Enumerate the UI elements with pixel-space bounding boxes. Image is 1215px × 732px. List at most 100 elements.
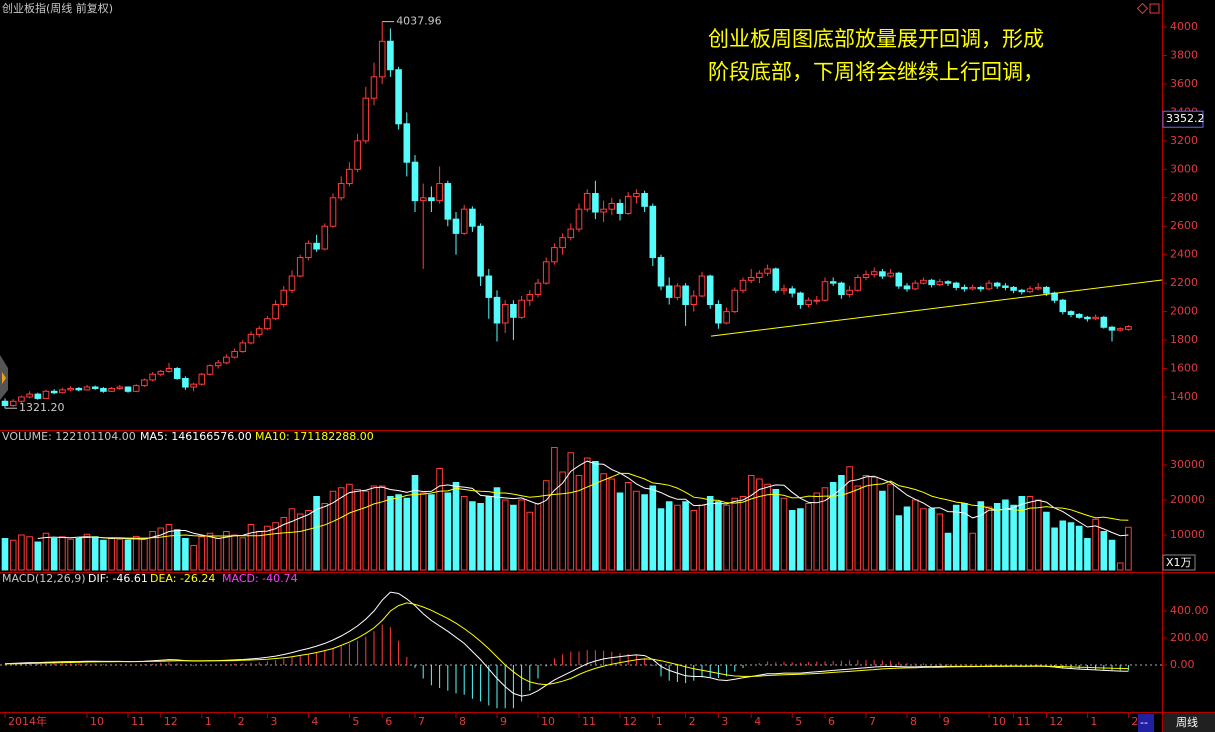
candle-body bbox=[911, 282, 919, 290]
candle-body bbox=[1100, 316, 1108, 328]
volume-bar bbox=[100, 539, 107, 571]
y-tick-label: 1600 bbox=[1170, 362, 1198, 375]
volume-bar bbox=[329, 490, 337, 571]
candle-body bbox=[846, 289, 853, 296]
volume-bar bbox=[1116, 562, 1124, 571]
candle-body bbox=[936, 281, 944, 286]
volume-bar bbox=[26, 536, 33, 571]
x-tick-label: 2 bbox=[689, 715, 696, 728]
volume-bar bbox=[510, 504, 517, 571]
volume-bar bbox=[936, 513, 944, 571]
candle-body bbox=[608, 202, 616, 210]
extreme-label: 4037.96 bbox=[396, 15, 442, 28]
candle-body bbox=[780, 288, 788, 291]
volume-bar bbox=[600, 473, 607, 571]
volume-bar bbox=[296, 513, 304, 571]
volume-bar bbox=[157, 527, 165, 571]
volume-bar bbox=[706, 496, 714, 571]
candle-body bbox=[1002, 285, 1009, 288]
x-tick-label: 3 bbox=[270, 715, 277, 728]
volume-title: VOLUME: 122101104.00 bbox=[2, 430, 136, 443]
candle-body bbox=[231, 350, 238, 358]
candle-body bbox=[370, 76, 378, 99]
volume-bar bbox=[83, 533, 91, 571]
candle-body bbox=[493, 296, 501, 324]
candle-body bbox=[59, 389, 66, 394]
volume-bar bbox=[690, 510, 698, 571]
candle-body bbox=[756, 272, 763, 278]
candle-body bbox=[403, 123, 411, 163]
volume-bar bbox=[67, 538, 74, 571]
candle-body bbox=[1084, 316, 1091, 320]
candle-body bbox=[895, 272, 903, 287]
candle-body bbox=[50, 390, 58, 394]
candle-body bbox=[592, 193, 599, 213]
x-tick-label: 4 bbox=[754, 715, 761, 728]
volume-bar bbox=[993, 503, 1001, 571]
y-tick-label: 3600 bbox=[1170, 77, 1198, 90]
candle-body bbox=[1018, 289, 1026, 293]
candle-body bbox=[321, 225, 329, 250]
volume-bar bbox=[739, 496, 747, 571]
period-label[interactable]: 周线 bbox=[1176, 715, 1198, 729]
candle-body bbox=[124, 386, 132, 392]
y-tick-label: 3200 bbox=[1170, 134, 1198, 147]
volume-bar bbox=[116, 538, 124, 571]
x-tick-label: 9 bbox=[943, 715, 950, 728]
volume-bar bbox=[870, 476, 878, 571]
candle-body bbox=[157, 370, 165, 375]
candle-body bbox=[616, 202, 624, 214]
candle-body bbox=[682, 285, 689, 306]
candle-body bbox=[887, 272, 894, 277]
volume-bar bbox=[887, 483, 894, 571]
x-tick-label: 4 bbox=[311, 715, 318, 728]
volume-bar bbox=[895, 515, 903, 571]
x-tick-label: 1 bbox=[1090, 715, 1097, 728]
macd-value: MACD: -40.74 bbox=[222, 572, 298, 585]
candle-body bbox=[600, 208, 607, 213]
candle-body bbox=[641, 193, 648, 207]
legend-entry: MA10: 171182288.00 bbox=[255, 430, 374, 443]
candle-body bbox=[977, 286, 985, 290]
window-icon[interactable] bbox=[1149, 3, 1160, 14]
volume-bar bbox=[903, 506, 911, 571]
volume-bar bbox=[403, 497, 411, 571]
volume-bar bbox=[977, 501, 985, 571]
candle-body bbox=[1026, 288, 1034, 293]
diamond-icon[interactable] bbox=[1136, 2, 1149, 15]
candle-body bbox=[288, 275, 296, 291]
page-label[interactable]: -- bbox=[1140, 716, 1148, 729]
candle-body bbox=[206, 365, 214, 375]
candle-body bbox=[198, 373, 206, 385]
volume-bar bbox=[682, 501, 689, 571]
y-tick-label: 200.00 bbox=[1170, 631, 1209, 644]
volume-bar bbox=[165, 524, 173, 571]
volume-bar bbox=[288, 508, 296, 571]
candle-body bbox=[854, 276, 862, 291]
unit-box bbox=[1162, 554, 1196, 571]
candle-body bbox=[18, 396, 25, 402]
candle-body bbox=[1067, 311, 1075, 315]
volume-bar bbox=[1067, 522, 1075, 571]
candle-body bbox=[141, 379, 148, 387]
page-button[interactable] bbox=[1138, 714, 1154, 732]
period-tab[interactable] bbox=[1163, 713, 1215, 732]
candle-body bbox=[34, 393, 42, 399]
volume-bar bbox=[411, 475, 419, 571]
x-tick-label: 3 bbox=[721, 715, 728, 728]
candle-body bbox=[477, 225, 484, 277]
candle-body bbox=[731, 289, 739, 313]
candle-body bbox=[337, 183, 345, 199]
y-tick-label: 3000 bbox=[1170, 162, 1198, 175]
volume-bar bbox=[624, 482, 632, 571]
x-tick-label: 5 bbox=[352, 715, 359, 728]
x-tick-label: 12 bbox=[623, 715, 637, 728]
candle-body bbox=[42, 390, 50, 399]
candle-body bbox=[67, 387, 74, 391]
x-tick-label: 8 bbox=[459, 715, 466, 728]
candle-body bbox=[928, 279, 935, 286]
candle-body bbox=[395, 69, 402, 125]
volume-bar bbox=[1002, 499, 1009, 571]
